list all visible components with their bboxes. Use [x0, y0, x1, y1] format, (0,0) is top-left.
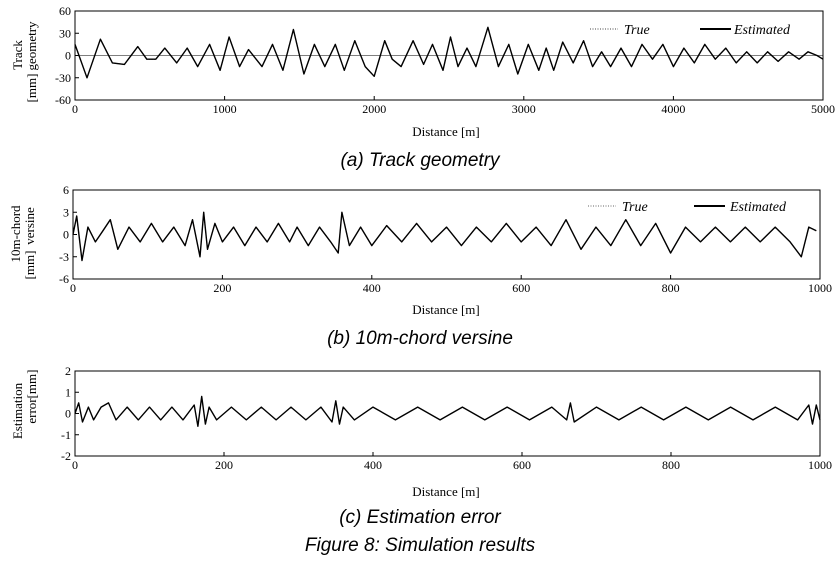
- panel-b-ylabel-line2: versine: [22, 207, 37, 245]
- x-tick-label: 600: [513, 458, 531, 472]
- x-tick-label: 1000: [213, 102, 237, 116]
- y-tick-label: -60: [55, 93, 71, 107]
- y-tick-label: 0: [63, 228, 69, 242]
- y-tick-label: 60: [59, 4, 71, 18]
- series-estimated-line: [72, 211, 817, 262]
- x-tick-label: 1000: [808, 281, 832, 295]
- x-tick-label: 5000: [811, 102, 835, 116]
- y-tick-label: -1: [61, 428, 71, 442]
- y-tick-label: -30: [55, 71, 71, 85]
- x-tick-label: 0: [72, 102, 78, 116]
- y-tick-label: 0: [65, 49, 71, 63]
- x-tick-label: 800: [662, 281, 680, 295]
- y-tick-label: -3: [59, 250, 69, 264]
- y-tick-label: 30: [59, 26, 71, 40]
- panel-a-ylabel-line2: geometry: [24, 21, 39, 71]
- panel-a-ylabel-line1: Track: [10, 40, 25, 70]
- x-tick-label: 1000: [808, 458, 832, 472]
- panel-c-xlabel: Distance [m]: [412, 484, 480, 499]
- panel-a-legend: True Estimated: [590, 23, 791, 38]
- panel-b-legend: True Estimated: [588, 200, 787, 215]
- legend-estimated-label: Estimated: [729, 200, 787, 215]
- panel-c-ylabel-line1: Estimation: [10, 382, 25, 439]
- x-tick-label: 200: [215, 458, 233, 472]
- x-tick-label: 0: [72, 458, 78, 472]
- x-tick-label: 400: [363, 281, 381, 295]
- panel-c-ylabel-line2: error: [24, 398, 39, 424]
- y-tick-label: -6: [59, 272, 69, 286]
- legend-true-label: True: [624, 23, 650, 38]
- y-tick-label: 0: [65, 407, 71, 421]
- panel-c-caption: (c) Estimation error: [339, 507, 501, 528]
- series-true-line: [72, 211, 817, 261]
- y-tick-label: 3: [63, 205, 69, 219]
- panel-b-caption: (b) 10m-chord versine: [327, 328, 513, 349]
- y-tick-label: 1: [65, 385, 71, 399]
- y-tick-label: -2: [61, 449, 71, 463]
- x-tick-label: 400: [364, 458, 382, 472]
- x-tick-label: 0: [70, 281, 76, 295]
- panel-b-ylabel-line1: 10m-chord: [8, 205, 23, 263]
- panel-a: 0 1000 2000 3000 4000 5000 60 30 0 -30 -60 Distan…: [10, 4, 835, 171]
- x-tick-label: 800: [662, 458, 680, 472]
- panel-a-ylabel-unit: [mm]: [24, 74, 39, 103]
- panel-c-ylabel-unit: [mm]: [24, 370, 39, 399]
- x-tick-label: 200: [213, 281, 231, 295]
- legend-true-label: True: [622, 200, 648, 215]
- y-tick-label: 6: [63, 183, 69, 197]
- legend-estimated-label: Estimated: [733, 23, 791, 38]
- x-tick-label: 600: [512, 281, 530, 295]
- x-tick-label: 4000: [661, 102, 685, 116]
- x-tick-label: 3000: [512, 102, 536, 116]
- figure-caption: Figure 8: Simulation results: [305, 535, 536, 556]
- panel-b: 0 200 400 600 800 1000 6 3 0 -3 -6 Distance [m] 1…: [8, 183, 832, 349]
- y-tick-label: 2: [65, 364, 71, 378]
- series-error-line: [74, 395, 821, 427]
- panel-a-xlabel: Distance [m]: [412, 124, 480, 139]
- panel-b-ylabel-unit: [mm]: [22, 251, 37, 280]
- panel-a-caption: (a) Track geometry: [340, 150, 501, 171]
- series-estimated-line: [74, 26, 824, 79]
- panel-c-frame: [74, 370, 821, 457]
- x-tick-label: 2000: [362, 102, 386, 116]
- panel-b-xlabel: Distance [m]: [412, 302, 480, 317]
- panel-c: 0 200 400 600 800 1000 2 1 0 -1 -2 Distance [m] E…: [10, 364, 832, 528]
